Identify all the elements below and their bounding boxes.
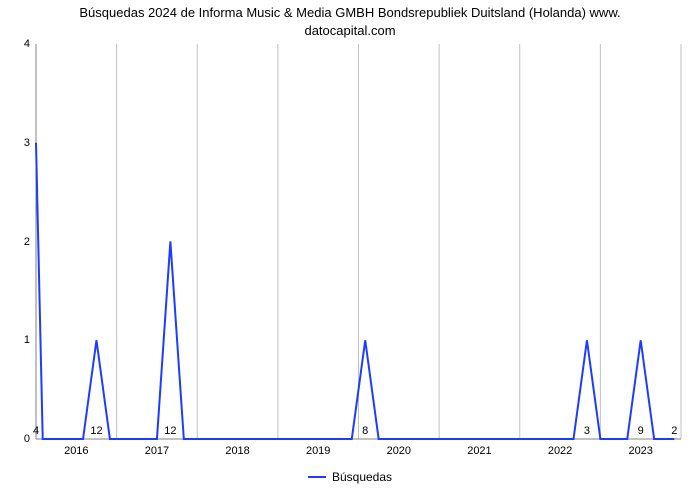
- x-inner-label: 2: [671, 425, 677, 437]
- chart-container: { "chart": { "type": "line", "title_line…: [0, 0, 700, 500]
- legend-swatch: [308, 476, 326, 478]
- x-inner-label: 3: [584, 425, 590, 437]
- x-tick-label: 2022: [548, 445, 572, 457]
- y-tick-label: 0: [24, 433, 30, 445]
- plot-svg: [36, 44, 681, 439]
- chart-title-line1: Búsquedas 2024 de Informa Music & Media …: [79, 5, 620, 20]
- y-tick-label: 4: [24, 38, 30, 50]
- x-inner-label: 9: [638, 425, 644, 437]
- chart-title-line2: datocapital.com: [304, 23, 395, 38]
- x-tick-label: 2020: [387, 445, 411, 457]
- y-tick-label: 2: [24, 236, 30, 248]
- y-tick-label: 3: [24, 137, 30, 149]
- x-tick-label: 2018: [225, 445, 249, 457]
- x-tick-label: 2017: [145, 445, 169, 457]
- plot-area: [36, 44, 681, 439]
- legend-label: Búsquedas: [332, 470, 392, 484]
- x-tick-label: 2016: [64, 445, 88, 457]
- x-inner-label: 12: [90, 425, 102, 437]
- legend: Búsquedas: [308, 470, 392, 484]
- x-tick-label: 2019: [306, 445, 330, 457]
- x-inner-label: 4: [33, 425, 39, 437]
- x-inner-label: 12: [164, 425, 176, 437]
- x-tick-label: 2021: [467, 445, 491, 457]
- chart-title: Búsquedas 2024 de Informa Music & Media …: [0, 0, 700, 39]
- x-inner-label: 8: [362, 425, 368, 437]
- x-tick-label: 2023: [628, 445, 652, 457]
- y-tick-label: 1: [24, 334, 30, 346]
